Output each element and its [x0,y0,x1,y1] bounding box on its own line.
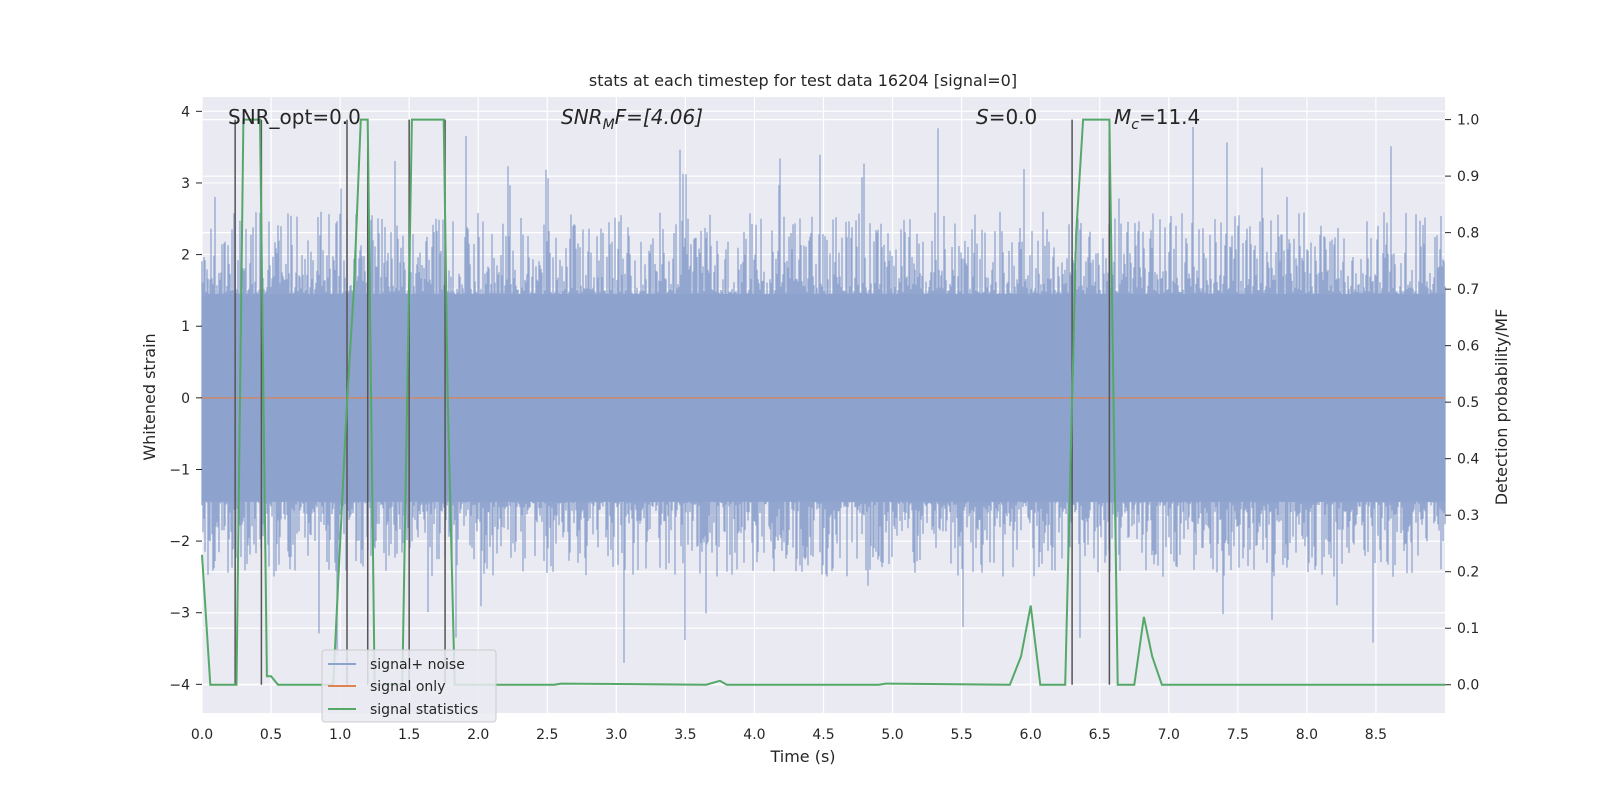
y-axis-label: Whitened strain [140,333,159,460]
x-tick-label: 4.5 [812,727,834,743]
y2-tick-label: 0.2 [1457,565,1479,581]
y2-tick-label: 0.6 [1457,339,1479,355]
y-tick-label: 3 [181,176,190,192]
signal-statistics-series [201,118,1445,686]
annotation-snr-mf-sub: M [603,117,615,133]
x-tick-label: 1.5 [398,727,420,743]
x-tick-label: 7.0 [1158,727,1180,743]
annotation-snr-opt: SNR_opt=0.0 [228,105,361,129]
annotation-mc-label: M [1114,105,1131,129]
x-tick-label: 8.5 [1365,727,1387,743]
y-tick-label: −3 [169,606,190,622]
legend-label-noise: signal+ noise [370,657,465,673]
x-tick-label: 3.5 [674,727,696,743]
y2-axis-label: Detection probability/MF [1492,309,1511,506]
chart-title: stats at each timestep for test data 162… [589,71,1017,90]
y2-tick-label: 0.7 [1457,282,1479,298]
y2-tick-label: 0.3 [1457,508,1479,524]
y2-tick-label: 0.5 [1457,395,1479,411]
annotation-snr-mf-rest: F=[4.06] [615,105,703,129]
annotation-s-value: =0.0 [989,105,1038,129]
annotation-mc-sub: c [1131,117,1139,133]
y-tick-label: −4 [169,677,190,693]
y-tick-label: 1 [181,319,190,335]
y2-tick-label: 0.1 [1457,621,1479,637]
y2-axis-ticks: 1.0 0.9 0.8 0.7 0.6 0.5 0.4 0.3 0.2 0.1 0.0 [1445,113,1479,694]
x-axis-ticks: 0.0 0.5 1.0 1.5 2.0 2.5 3.0 3.5 4.0 4.5 5.0 5.5 6.0 6… [191,727,1387,743]
y-tick-label: 2 [181,248,190,264]
x-tick-label: 0.0 [191,727,213,743]
y-tick-label: −1 [169,462,190,478]
x-tick-label: 7.5 [1227,727,1249,743]
x-tick-label: 6.5 [1089,727,1111,743]
annotation-snr-mf-main: SNR [561,105,603,129]
x-tick-label: 1.0 [329,727,351,743]
legend-label-statistics: signal statistics [370,702,478,718]
x-tick-label: 5.5 [950,727,972,743]
y-tick-label: −2 [169,534,190,550]
annotation-s-label: S [976,105,989,129]
x-tick-label: 2.5 [536,727,558,743]
y2-tick-label: 1.0 [1457,113,1479,129]
y2-tick-label: 0.0 [1457,678,1479,694]
x-axis-label: Time (s) [769,747,835,766]
x-tick-label: 5.0 [881,727,903,743]
y-tick-label: 0 [181,391,190,407]
y2-tick-label: 0.4 [1457,452,1479,468]
legend: signal+ noise signal only signal statist… [321,649,497,723]
annotation-mc: Mc=11.4 [1114,105,1200,133]
y-axis-ticks: 4 3 2 1 0 −1 −2 −3 −4 [169,104,202,693]
y-tick-label: 4 [181,104,190,120]
y2-tick-label: 0.8 [1457,226,1479,242]
x-tick-label: 6.0 [1020,727,1042,743]
legend-box [321,649,497,723]
x-tick-label: 8.0 [1296,727,1318,743]
x-tick-label: 3.0 [605,727,627,743]
y2-tick-label: 0.9 [1457,169,1479,185]
annotation-s: S=0.0 [976,105,1037,129]
statistics-line [201,118,1445,686]
annotation-mc-value: =11.4 [1139,105,1200,129]
x-tick-label: 2.0 [467,727,489,743]
annotation-snr-mf: SNRMF=[4.06] [561,105,703,133]
x-tick-label: 0.5 [260,727,282,743]
legend-label-signal-only: signal only [370,679,445,695]
x-tick-label: 4.0 [743,727,765,743]
